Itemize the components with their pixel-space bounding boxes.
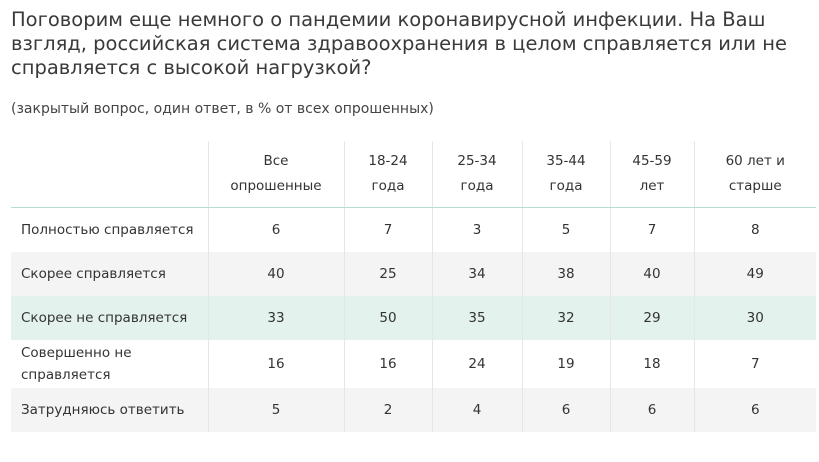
header-age-60-plus: 60 лет и старше — [693, 141, 816, 208]
header-all-respondents: Все опрошенные — [207, 141, 344, 208]
row-label: Скорее справляется — [11, 252, 208, 296]
value-cell: 40 — [207, 252, 344, 296]
value-cell: 29 — [609, 296, 694, 340]
header-line: лет — [639, 178, 665, 194]
row-label: Полностью справляется — [21, 222, 194, 238]
value-cell: 7 — [343, 207, 432, 252]
row-label-line: Совершенно не — [21, 345, 132, 361]
value-cell: 35 — [431, 296, 522, 340]
header-line: года — [549, 178, 583, 194]
value-cell: 30 — [693, 296, 816, 340]
value-cell: 19 — [521, 340, 610, 388]
value-cell: 49 — [693, 252, 816, 296]
header-empty-cell — [11, 141, 208, 208]
table-row: Скорее справляется 40 25 34 38 40 49 — [11, 252, 816, 296]
table-row: Скорее не справляется 33 50 35 32 29 30 — [11, 296, 816, 340]
row-label-line: справляется — [21, 367, 111, 383]
header-line: 25-34 — [457, 153, 497, 169]
value-cell: 25 — [343, 252, 432, 296]
value-cell: 6 — [609, 388, 694, 432]
header-line: опрошенные — [230, 178, 322, 194]
header-age-25-34: 25-34 года — [431, 141, 522, 208]
value-cell: 16 — [343, 340, 432, 388]
header-line: года — [371, 178, 405, 194]
value-cell: 6 — [521, 388, 610, 432]
value-cell: 6 — [207, 207, 344, 252]
value-cell: 18 — [609, 340, 694, 388]
table-row: Затрудняюсь ответить 5 2 4 6 6 6 — [11, 388, 816, 432]
value-cell: 3 — [431, 207, 522, 252]
value-cell: 7 — [609, 207, 694, 252]
question-note: (закрытый вопрос, один ответ, в % от все… — [11, 101, 434, 117]
header-age-18-24: 18-24 года — [343, 141, 432, 208]
row-label: Скорее не справляется — [11, 296, 208, 340]
header-line: Все — [263, 153, 289, 169]
row-label: Затрудняюсь ответить — [11, 388, 208, 432]
value-cell: 40 — [609, 252, 694, 296]
header-line: года — [460, 178, 494, 194]
value-cell: 7 — [693, 340, 816, 388]
value-cell: 50 — [343, 296, 432, 340]
header-age-45-59: 45-59 лет — [609, 141, 694, 208]
value-cell: 4 — [431, 388, 522, 432]
header-line: 35-44 — [546, 153, 586, 169]
value-cell: 38 — [521, 252, 610, 296]
value-cell: 34 — [431, 252, 522, 296]
row-label: Совершенно не справляется — [11, 340, 208, 388]
table-row: Полностью справляется 6 7 3 5 7 8 — [11, 207, 816, 252]
header-line: 60 лет и — [725, 153, 785, 169]
results-table: Все опрошенные 18-24 года 25-34 года 35-… — [11, 141, 816, 432]
value-cell: 5 — [207, 388, 344, 432]
header-line: 45-59 — [632, 153, 672, 169]
value-cell: 2 — [343, 388, 432, 432]
table-row: Совершенно не справляется 16 16 24 19 18… — [11, 340, 816, 388]
value-cell: 33 — [207, 296, 344, 340]
value-cell: 24 — [431, 340, 522, 388]
header-line: 18-24 — [368, 153, 408, 169]
value-cell: 16 — [207, 340, 344, 388]
value-cell: 6 — [693, 388, 816, 432]
question-title: Поговорим еще немного о пандемии коронав… — [11, 8, 787, 79]
header-line: старше — [728, 178, 782, 194]
header-row: Все опрошенные 18-24 года 25-34 года 35-… — [11, 141, 816, 208]
header-age-35-44: 35-44 года — [521, 141, 610, 208]
value-cell: 8 — [693, 207, 816, 252]
value-cell: 32 — [521, 296, 610, 340]
value-cell: 5 — [521, 207, 610, 252]
